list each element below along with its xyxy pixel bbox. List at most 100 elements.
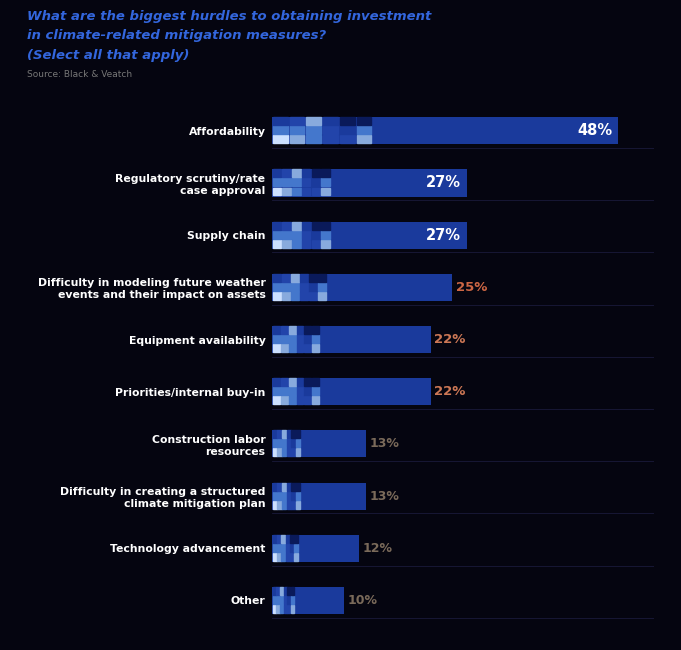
Text: Source: Black & Veatch: Source: Black & Veatch [27, 70, 132, 79]
Bar [286, 535, 289, 543]
Bar [289, 117, 304, 125]
Bar [281, 326, 287, 334]
Bar [292, 240, 301, 248]
Bar [318, 292, 326, 300]
Bar [283, 240, 291, 248]
Bar [296, 500, 300, 508]
Bar [287, 439, 291, 447]
Bar [273, 274, 281, 282]
Bar [302, 188, 311, 196]
Bar [283, 587, 287, 595]
Bar [318, 283, 326, 291]
Bar [281, 344, 287, 352]
Text: 13%: 13% [370, 489, 400, 502]
Bar [287, 448, 291, 456]
Bar [300, 274, 308, 282]
Bar [273, 596, 276, 604]
Bar [300, 292, 308, 300]
Bar [291, 605, 294, 613]
Bar [340, 135, 355, 143]
Bar [291, 587, 294, 595]
Bar [287, 500, 291, 508]
Bar [281, 396, 287, 404]
Bar [276, 587, 279, 595]
Bar [273, 500, 277, 508]
Bar [292, 188, 301, 196]
Bar [291, 430, 296, 438]
Bar [273, 439, 277, 447]
Bar [282, 292, 289, 300]
Bar [313, 344, 319, 352]
Bar [273, 126, 287, 135]
Bar [291, 448, 296, 456]
Bar [273, 491, 277, 500]
Bar [273, 553, 276, 561]
Bar [296, 439, 300, 447]
Bar [313, 378, 319, 386]
Bar [273, 448, 277, 456]
Bar [308, 292, 317, 300]
Bar [273, 344, 280, 352]
Bar [272, 274, 452, 301]
Bar [291, 292, 299, 300]
Bar [313, 326, 319, 334]
Text: in climate-related mitigation measures?: in climate-related mitigation measures? [27, 29, 326, 42]
Bar [273, 535, 276, 543]
Bar [282, 439, 286, 447]
Bar [272, 482, 366, 510]
Bar [340, 126, 355, 135]
Bar [287, 482, 291, 491]
Bar [277, 439, 281, 447]
Bar [321, 170, 330, 177]
Bar [280, 605, 283, 613]
Bar [272, 378, 430, 406]
Bar [357, 135, 371, 143]
Bar [357, 117, 371, 125]
Bar [290, 535, 294, 543]
Bar [323, 117, 338, 125]
Bar [302, 231, 311, 239]
Bar [277, 482, 281, 491]
Bar [304, 387, 311, 395]
Bar [273, 587, 276, 595]
Bar [296, 335, 304, 343]
Bar [321, 188, 330, 196]
Bar [276, 596, 279, 604]
Bar [287, 596, 290, 604]
Bar [273, 378, 280, 386]
Bar [289, 378, 296, 386]
Bar [272, 117, 618, 144]
Bar [273, 240, 281, 248]
Bar [281, 387, 287, 395]
Bar [283, 596, 287, 604]
Bar [273, 117, 287, 125]
Bar [273, 135, 287, 143]
Bar [296, 482, 300, 491]
Bar [291, 274, 299, 282]
Bar [312, 240, 320, 248]
Bar [292, 222, 301, 229]
Text: (Select all that apply): (Select all that apply) [27, 49, 189, 62]
Bar [273, 482, 277, 491]
Bar [273, 283, 281, 291]
Bar [313, 387, 319, 395]
Text: 48%: 48% [577, 124, 612, 138]
Bar [306, 135, 321, 143]
Bar [292, 179, 301, 187]
Bar [304, 378, 311, 386]
Bar [282, 274, 289, 282]
Bar [312, 170, 320, 177]
Bar [291, 491, 296, 500]
Bar [357, 126, 371, 135]
Bar [304, 396, 311, 404]
Bar [282, 430, 286, 438]
Bar [273, 605, 276, 613]
Bar [277, 535, 281, 543]
Bar [340, 117, 355, 125]
Bar [304, 335, 311, 343]
Bar [272, 170, 466, 196]
Bar [282, 491, 286, 500]
Bar [273, 326, 280, 334]
Bar [287, 587, 290, 595]
Bar [272, 222, 466, 249]
